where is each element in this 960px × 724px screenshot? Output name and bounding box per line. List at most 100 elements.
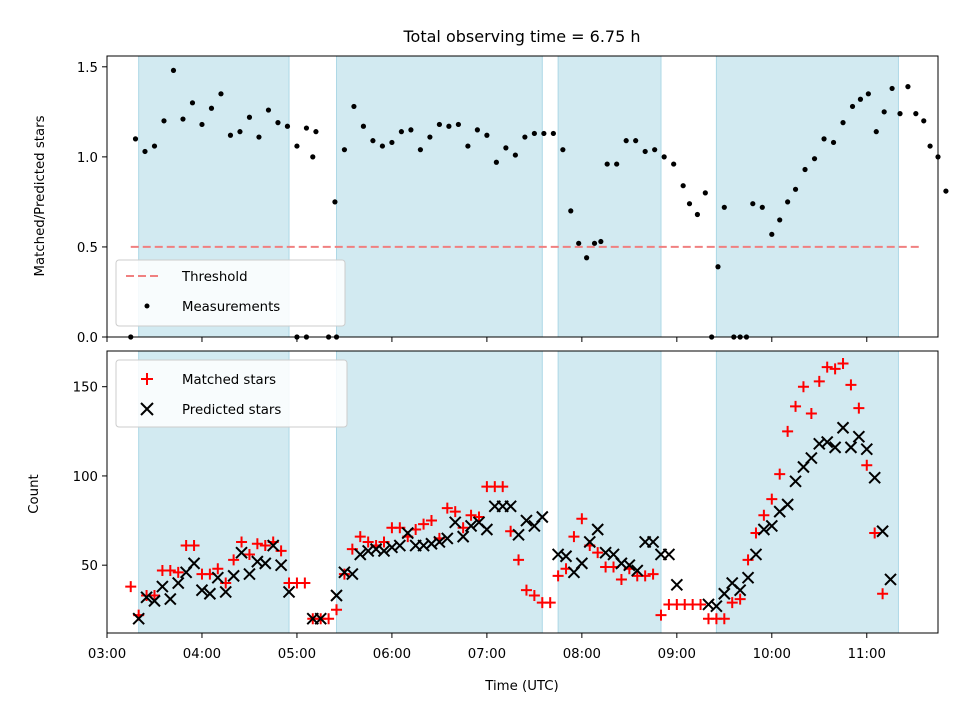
predicted-star-point <box>710 600 723 613</box>
measurement-point <box>208 105 215 111</box>
matched-star-point <box>829 363 841 375</box>
matched-star-point <box>592 547 604 559</box>
measurement-point <box>830 139 837 146</box>
matched-star-point <box>845 379 857 391</box>
measurement-point <box>633 138 639 144</box>
matched-legend-label: Matched stars <box>182 373 276 388</box>
matched-star-point <box>853 402 865 414</box>
matched-star-point <box>148 590 160 602</box>
measurement-point <box>189 100 196 106</box>
measurement-point <box>474 127 480 133</box>
predicted-star-point <box>820 435 834 449</box>
predicted-star-point <box>456 530 470 543</box>
measurement-point <box>550 130 556 137</box>
measurement-point <box>576 240 582 246</box>
measurement-point <box>218 91 224 97</box>
predicted-star-point <box>512 528 525 542</box>
measurement-point <box>531 130 537 137</box>
matched-star-point <box>236 536 248 548</box>
matched-star-point <box>299 577 311 589</box>
predicted-star-point <box>164 592 177 606</box>
measurement-point <box>417 147 424 153</box>
matched-star-point <box>172 566 184 578</box>
measurement-point <box>294 143 300 149</box>
matched-star-point <box>877 588 889 600</box>
measurement-point <box>652 147 658 153</box>
measurement-point <box>927 143 933 149</box>
matched-star-point <box>766 493 778 505</box>
y-tick-label: 0.0 <box>77 331 98 346</box>
measurement-point <box>493 159 499 165</box>
measurement-point <box>811 156 818 162</box>
predicted-star-point <box>235 546 248 559</box>
measurement-point <box>897 111 903 117</box>
predicted-star-point <box>591 523 604 536</box>
measurement-point <box>522 134 528 140</box>
predicted-star-point <box>631 564 644 577</box>
measurement-point <box>686 201 693 207</box>
matched-star-point <box>441 502 453 514</box>
predicted-star-point <box>346 567 359 581</box>
top-legend: Threshold Measurements <box>115 259 346 327</box>
matched-star-point <box>647 568 659 580</box>
measurement-point <box>777 217 783 223</box>
x-axis-label: Time (UTC) <box>484 679 559 694</box>
measurement-point <box>661 154 667 160</box>
y-tick-label: 0.5 <box>77 241 98 256</box>
matched-star-point <box>425 515 437 527</box>
measurement-point <box>265 107 272 113</box>
predicted-star-point <box>393 539 407 552</box>
matched-star-point <box>718 613 730 625</box>
x-tick-label: 07:00 <box>468 647 506 662</box>
top-panel: 0.0 0.5 1.0 1.5 <box>77 55 949 346</box>
predicted-star-point <box>441 532 454 545</box>
measurement-point <box>256 134 262 140</box>
measurement-point <box>721 204 727 210</box>
predicted-star-point <box>884 573 897 586</box>
measurement-point <box>792 186 799 192</box>
chart-title: Total observing time = 6.75 h <box>402 27 640 46</box>
measurements-legend-marker <box>144 303 150 309</box>
measurement-point <box>341 147 348 153</box>
measurement-point <box>598 238 604 245</box>
observing-window <box>557 55 662 338</box>
predicted-star-point <box>662 548 676 561</box>
measurement-point <box>227 132 234 138</box>
matched-star-point <box>869 527 881 539</box>
matched-star-point <box>362 536 374 548</box>
x-tick-label: 09:00 <box>658 647 696 662</box>
measurement-point <box>840 120 846 126</box>
measurement-point <box>560 147 566 153</box>
x-tick-label: 05:00 <box>278 647 316 662</box>
x-tick-label: 03:00 <box>88 647 126 662</box>
measurement-point <box>161 118 167 124</box>
predicted-star-point <box>203 587 217 600</box>
predicted-star-point <box>282 585 296 599</box>
observing-window <box>715 350 899 634</box>
x-tick-label: 08:00 <box>563 647 601 662</box>
predicted-star-point <box>646 535 660 549</box>
matched-star-point <box>513 554 525 566</box>
matched-star-point <box>821 361 833 373</box>
matched-star-point <box>354 531 366 543</box>
predicted-star-point <box>266 539 280 552</box>
matched-star-point <box>544 597 556 609</box>
measurement-point <box>671 161 677 167</box>
matched-star-point <box>726 597 738 609</box>
predicted-star-point <box>868 471 881 484</box>
predicted-star-point <box>583 535 596 549</box>
predicted-star-point <box>354 548 367 561</box>
predicted-star-point <box>670 578 684 592</box>
predicted-star-point <box>464 519 478 533</box>
measurement-point <box>303 125 310 131</box>
measurement-point <box>913 111 919 117</box>
measurement-point <box>142 148 148 155</box>
predicted-star-point <box>575 557 589 570</box>
measurement-point <box>237 129 243 135</box>
measurement-point <box>541 130 547 137</box>
matched-star-point <box>338 568 350 580</box>
threshold-legend-label: Threshold <box>181 270 248 285</box>
bottom-legend-frame <box>115 359 348 428</box>
measurement-point <box>389 139 395 146</box>
predicted-star-point <box>140 591 153 604</box>
